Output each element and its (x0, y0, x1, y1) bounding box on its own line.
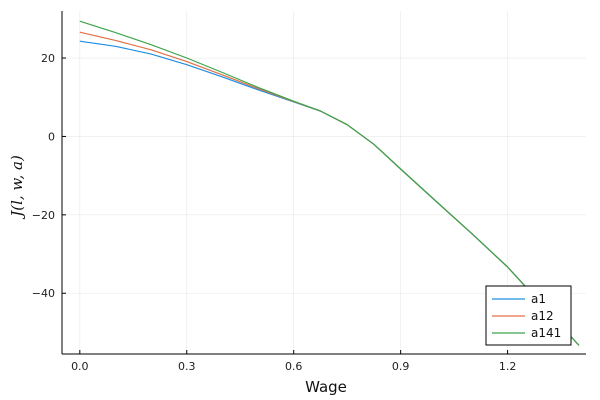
x-tick-label: 0.9 (392, 360, 410, 373)
series-lines (79, 20, 580, 346)
x-tick-label: 0.6 (285, 360, 303, 373)
y-tick-label: −40 (32, 287, 55, 300)
legend: a1 a12 a141 (485, 285, 572, 346)
y-tick-label: 20 (41, 52, 55, 65)
legend-label: a141 (531, 326, 561, 340)
ticks: 0.0 0.3 0.6 0.9 1.2 20 0 −20 −40 (32, 52, 517, 373)
y-axis-title: J(l, w, a) (8, 155, 26, 220)
legend-label: a1 (531, 292, 546, 306)
y-tick-label: −20 (32, 209, 55, 222)
x-tick-label: 0.3 (178, 360, 196, 373)
x-tick-label: 1.2 (499, 360, 517, 373)
series-line-a141 (79, 20, 580, 346)
y-tick-label: 0 (48, 130, 55, 143)
x-tick-label: 0.0 (71, 360, 89, 373)
axes (61, 11, 586, 355)
legend-label: a12 (531, 309, 554, 323)
x-axis-title: Wage (305, 378, 347, 396)
